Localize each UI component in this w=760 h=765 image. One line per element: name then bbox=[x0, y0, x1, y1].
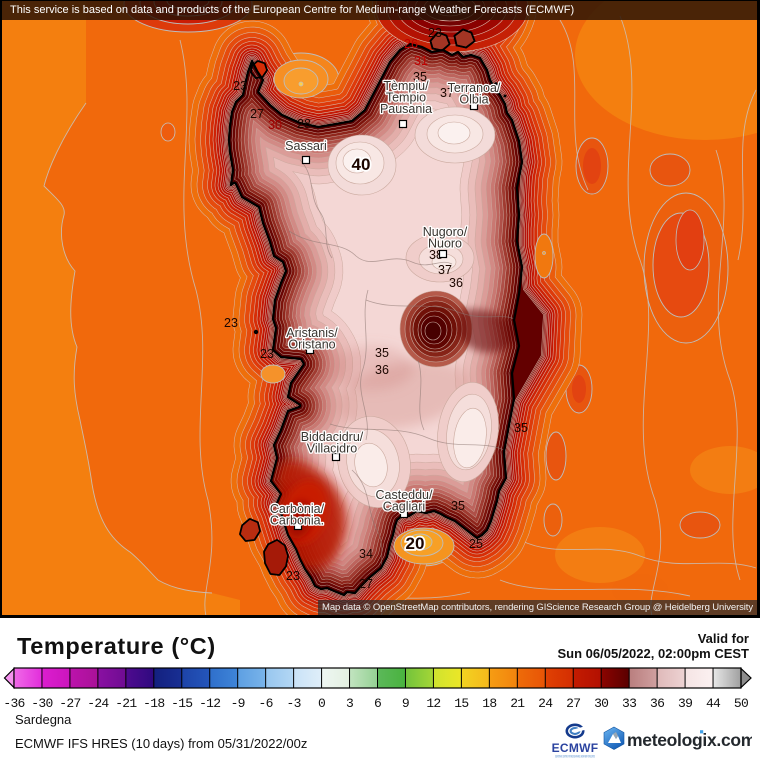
svg-text:-3: -3 bbox=[287, 696, 301, 711]
svg-text:meteologix.com: meteologix.com bbox=[627, 730, 752, 750]
svg-text:27: 27 bbox=[250, 107, 264, 121]
svg-text:15: 15 bbox=[454, 696, 468, 711]
svg-text:36: 36 bbox=[449, 276, 463, 290]
svg-text:30: 30 bbox=[594, 696, 608, 711]
svg-text:24: 24 bbox=[538, 696, 553, 711]
svg-text:-9: -9 bbox=[231, 696, 245, 711]
svg-text:33: 33 bbox=[622, 696, 636, 711]
svg-text:-27: -27 bbox=[59, 696, 80, 711]
svg-text:Aristanis/: Aristanis/ bbox=[286, 326, 338, 340]
svg-text:36: 36 bbox=[375, 363, 389, 377]
svg-text:Oristano: Oristano bbox=[288, 338, 335, 352]
svg-text:35: 35 bbox=[514, 421, 528, 435]
svg-text:23: 23 bbox=[224, 316, 238, 330]
svg-text:25: 25 bbox=[469, 537, 483, 551]
svg-text:-30: -30 bbox=[31, 696, 52, 711]
svg-text:27: 27 bbox=[566, 696, 580, 711]
svg-text:Carbònia/: Carbònia/ bbox=[270, 502, 325, 516]
svg-text:23: 23 bbox=[286, 569, 300, 583]
svg-text:Nuoro: Nuoro bbox=[428, 237, 462, 251]
svg-text:28: 28 bbox=[297, 117, 311, 131]
svg-text:36: 36 bbox=[650, 696, 664, 711]
svg-text:9: 9 bbox=[402, 696, 409, 711]
svg-text:-15: -15 bbox=[171, 696, 192, 711]
svg-text:-12: -12 bbox=[199, 696, 220, 711]
svg-text:Olbia: Olbia bbox=[459, 93, 488, 107]
svg-text:EUROPEAN CENTRE FOR MEDIUM-RAN: EUROPEAN CENTRE FOR MEDIUM-RANGE WEATHER… bbox=[555, 755, 595, 759]
svg-text:0: 0 bbox=[318, 696, 325, 711]
svg-text:21: 21 bbox=[510, 696, 525, 711]
svg-text:40: 40 bbox=[352, 155, 371, 174]
svg-text:ECMWF: ECMWF bbox=[552, 741, 598, 755]
svg-text:26: 26 bbox=[404, 37, 418, 51]
svg-text:6: 6 bbox=[374, 696, 381, 711]
svg-text:Pausania: Pausania bbox=[380, 102, 432, 116]
svg-text:-18: -18 bbox=[143, 696, 164, 711]
svg-text:39: 39 bbox=[678, 696, 692, 711]
svg-text:Tèmpiu/: Tèmpiu/ bbox=[383, 79, 429, 93]
svg-text:23: 23 bbox=[233, 79, 247, 93]
svg-text:31: 31 bbox=[414, 54, 428, 68]
svg-text:3: 3 bbox=[346, 696, 353, 711]
svg-text:Villacidro: Villacidro bbox=[307, 442, 358, 456]
svg-text:12: 12 bbox=[426, 696, 440, 711]
svg-text:Sassari: Sassari bbox=[285, 139, 327, 153]
svg-text:35: 35 bbox=[413, 70, 427, 84]
svg-text:50: 50 bbox=[734, 696, 748, 711]
svg-text:-24: -24 bbox=[87, 696, 109, 711]
svg-text:Carbonia.: Carbonia. bbox=[270, 514, 324, 528]
svg-text:37: 37 bbox=[438, 263, 452, 277]
svg-text:44: 44 bbox=[706, 696, 721, 711]
svg-text:Terranoa/: Terranoa/ bbox=[448, 81, 501, 95]
svg-text:23: 23 bbox=[428, 26, 442, 40]
svg-text:23: 23 bbox=[260, 347, 274, 361]
svg-text:27: 27 bbox=[359, 577, 373, 591]
svg-text:Casteddu/: Casteddu/ bbox=[376, 488, 434, 502]
svg-text:Tempio: Tempio bbox=[386, 91, 426, 105]
svg-text:Biddacidru/: Biddacidru/ bbox=[301, 430, 364, 444]
svg-text:30: 30 bbox=[268, 118, 282, 132]
svg-text:Nugoro/: Nugoro/ bbox=[423, 225, 468, 239]
svg-text:18: 18 bbox=[482, 696, 496, 711]
svg-text:-21: -21 bbox=[115, 696, 137, 711]
svg-text:-6: -6 bbox=[259, 696, 273, 711]
svg-text:35: 35 bbox=[375, 346, 389, 360]
svg-text:-36: -36 bbox=[3, 696, 24, 711]
svg-text:35: 35 bbox=[451, 499, 465, 513]
svg-text:Cagliari: Cagliari bbox=[383, 500, 425, 514]
svg-text:37: 37 bbox=[440, 86, 454, 100]
svg-text:34: 34 bbox=[359, 547, 373, 561]
svg-text:20: 20 bbox=[406, 534, 425, 553]
